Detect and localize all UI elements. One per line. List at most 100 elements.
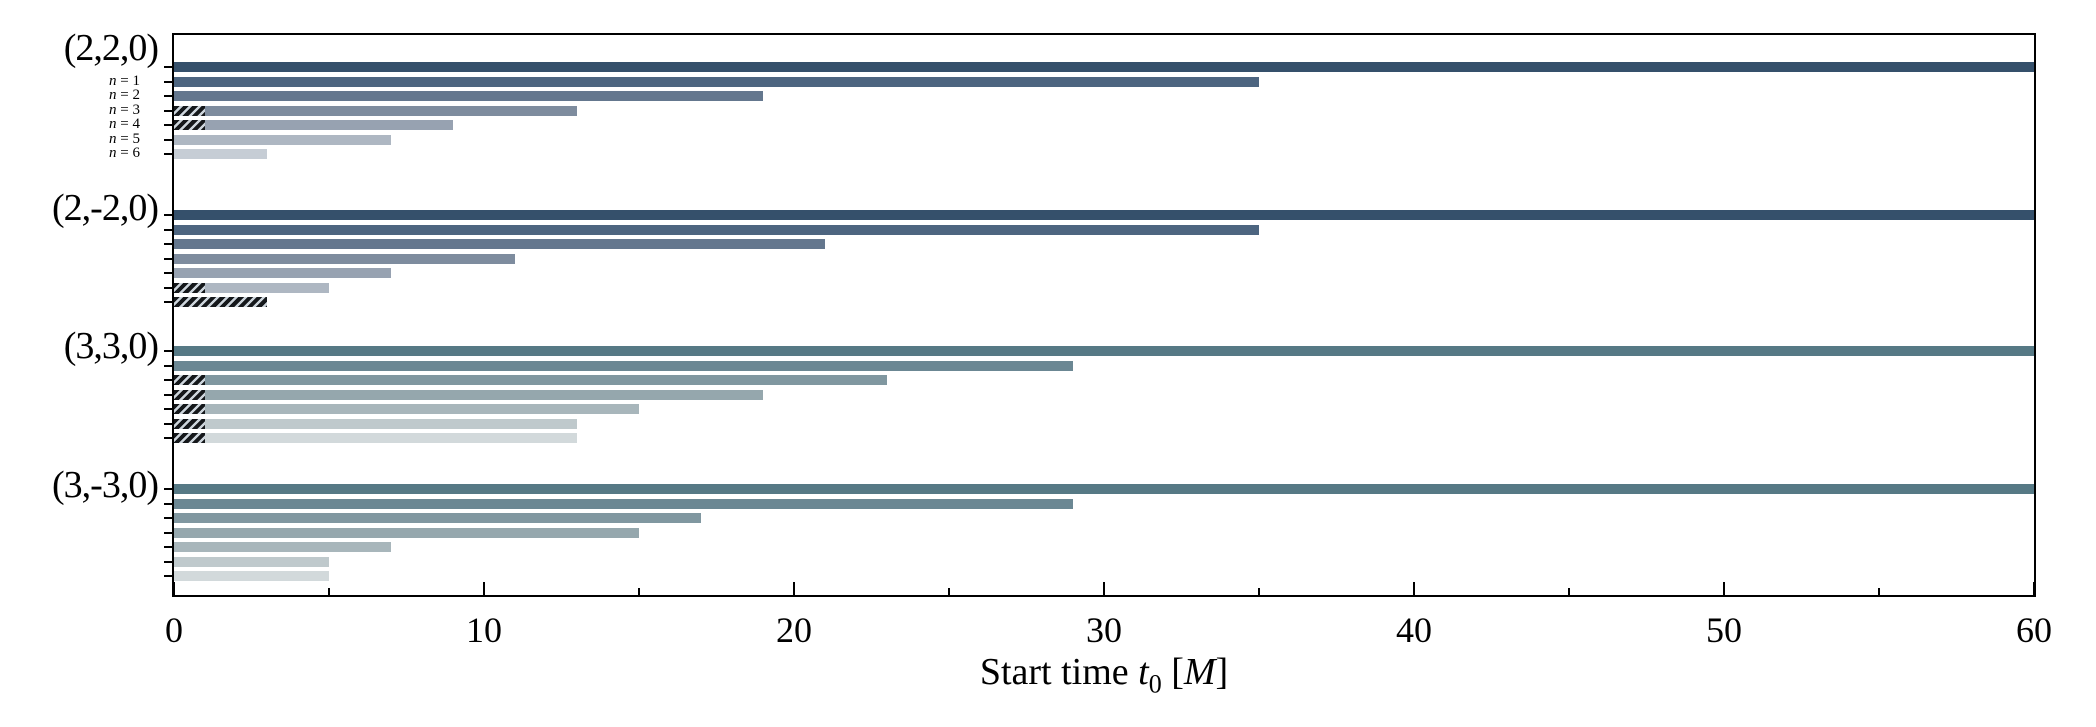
xlabel-subscript: 0	[1148, 669, 1162, 699]
bar	[174, 346, 2034, 356]
n-symbol: n	[109, 116, 117, 132]
x-axis-title: Start time t0 [M]	[979, 651, 1229, 697]
y-tick	[164, 95, 172, 97]
y-tick	[164, 560, 172, 563]
n-symbol: n	[109, 130, 117, 147]
x-tick-minor	[948, 588, 950, 595]
y-tick	[164, 109, 172, 112]
y-tick	[164, 153, 172, 155]
bar	[174, 527, 639, 538]
y-tick	[164, 80, 172, 83]
bar-hatched-segment	[174, 375, 205, 385]
bar	[174, 224, 1259, 235]
n-symbol: n	[109, 145, 117, 161]
y-tick	[164, 488, 172, 490]
n-row-label: n = 5	[109, 130, 140, 147]
x-tick-label: 20	[776, 610, 812, 650]
n-row-label: n = 3	[109, 101, 140, 118]
x-tick-label: 50	[1706, 610, 1742, 650]
bar	[174, 513, 701, 523]
y-tick	[164, 502, 172, 505]
bar	[174, 120, 453, 130]
bar-hatched-segment	[174, 120, 205, 130]
n-symbol: n	[109, 87, 117, 103]
x-tick-minor	[638, 588, 640, 595]
x-tick-major	[483, 582, 485, 595]
bar	[174, 360, 1073, 371]
x-tick-minor	[1568, 588, 1570, 595]
bar	[174, 542, 391, 552]
n-symbol: n	[109, 72, 117, 89]
n-row-label: n = 4	[109, 116, 140, 132]
y-tick	[164, 546, 172, 548]
y-tick	[164, 379, 172, 381]
x-tick-major	[1103, 582, 1105, 595]
y-tick	[164, 138, 172, 141]
bar	[174, 62, 2034, 72]
x-tick-major	[2033, 582, 2035, 595]
n-symbol: n	[109, 101, 117, 118]
xlabel-text: Start time	[979, 651, 1139, 693]
x-tick-label: 30	[1086, 610, 1122, 650]
x-tick-label: 10	[466, 610, 502, 650]
group-label: (2,-2,0)	[52, 187, 159, 229]
y-tick	[164, 350, 172, 352]
bar	[174, 282, 329, 293]
bar	[174, 556, 329, 567]
y-tick	[164, 257, 172, 260]
n-row-label: n = 2	[109, 87, 140, 103]
x-tick-major	[793, 582, 795, 595]
bar	[174, 239, 825, 249]
xlabel-close-bracket: ]	[1215, 651, 1229, 693]
y-tick	[164, 214, 172, 216]
bar-hatched-segment	[174, 433, 205, 443]
bar-hatched-segment	[174, 404, 205, 414]
bar	[174, 105, 577, 116]
y-tick	[164, 575, 172, 577]
bar	[174, 91, 763, 101]
bar	[174, 210, 2034, 220]
xlabel-t-symbol: t	[1138, 651, 1149, 693]
y-tick	[164, 437, 172, 439]
y-tick	[164, 301, 172, 303]
bar	[174, 433, 577, 443]
x-tick-label: 60	[2016, 610, 2052, 650]
y-tick	[164, 272, 172, 274]
x-tick-major	[173, 582, 175, 595]
x-tick-label: 40	[1396, 610, 1432, 650]
y-tick	[164, 243, 172, 245]
bar	[174, 149, 267, 159]
bar	[174, 404, 639, 414]
y-tick	[164, 422, 172, 425]
x-tick-major	[1723, 582, 1725, 595]
bar-hatched-segment	[174, 282, 205, 293]
xlabel-unit: M	[1183, 651, 1216, 693]
y-tick	[164, 124, 172, 126]
n-row-label: n = 6	[109, 145, 140, 161]
x-tick-minor	[1258, 588, 1260, 595]
bar	[174, 571, 329, 581]
bar	[174, 418, 577, 429]
y-tick	[164, 531, 172, 534]
bar	[174, 389, 763, 400]
bar-hatched-segment	[174, 418, 205, 429]
x-tick-minor	[328, 588, 330, 595]
y-tick	[164, 517, 172, 519]
group-label: (3,-3,0)	[52, 464, 159, 506]
bar-hatched-segment	[174, 297, 267, 307]
bar-hatched-segment	[174, 389, 205, 400]
x-tick-minor	[1878, 588, 1880, 595]
y-tick	[164, 66, 172, 68]
bar	[174, 484, 2034, 494]
y-tick	[164, 408, 172, 410]
bar	[174, 268, 391, 278]
bar	[174, 498, 1073, 509]
y-tick	[164, 228, 172, 231]
group-label: (3,3,0)	[63, 325, 159, 367]
group-label: (2,2,0)	[63, 27, 159, 69]
xlabel-open-bracket: [	[1161, 651, 1184, 693]
plot-area	[172, 33, 2036, 597]
bar	[174, 253, 515, 264]
y-tick	[164, 286, 172, 289]
